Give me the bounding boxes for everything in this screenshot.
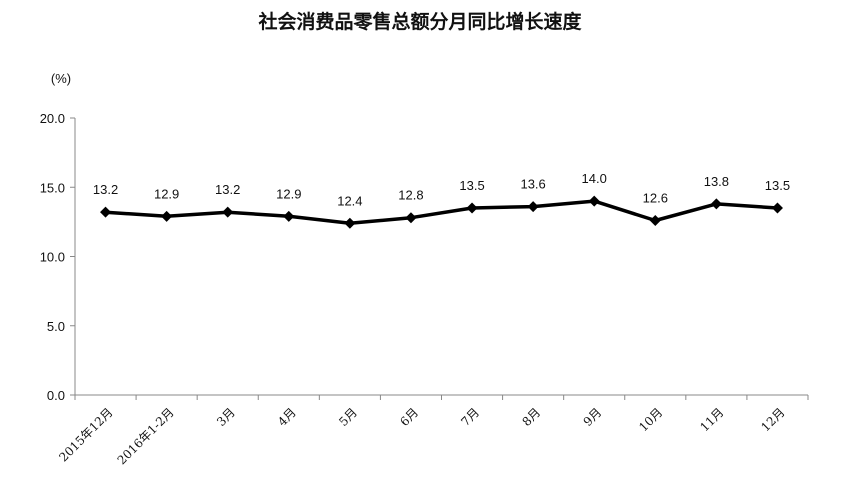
data-point: [283, 210, 295, 222]
x-tick-label: 7月: [458, 405, 482, 429]
data-label: 12.9: [154, 186, 179, 201]
data-point: [405, 212, 417, 224]
x-tick-label: 2015年12月: [56, 405, 115, 464]
x-tick-label: 3月: [214, 405, 238, 429]
x-tick-label: 6月: [397, 405, 421, 429]
y-tick-label: 5.0: [47, 319, 65, 334]
data-label: 14.0: [582, 171, 607, 186]
data-labels: 13.2 12.9 13.2 12.9 12.4 12.8 13.5 13.6 14.0 12.6…: [93, 171, 790, 208]
y-tick-label: 20.0: [40, 111, 65, 126]
y-tick-label: 0.0: [47, 388, 65, 403]
data-label: 12.6: [643, 190, 668, 205]
x-tick-label: 4月: [275, 405, 299, 429]
data-label: 13.2: [215, 182, 240, 197]
axes: [70, 117, 809, 400]
x-tick-label: 5月: [336, 405, 360, 429]
x-tick-label: 9月: [581, 405, 605, 429]
y-tick-labels: 0.0 5.0 10.0 15.0 20.0: [40, 111, 65, 403]
x-tick-label: 12月: [758, 405, 787, 434]
data-point: [466, 202, 478, 214]
data-point: [344, 217, 356, 229]
data-point: [588, 195, 600, 207]
data-label: 13.8: [704, 174, 729, 189]
x-tick-label: 2016年1-2月: [115, 405, 177, 467]
x-tick-label: 11月: [697, 405, 726, 434]
data-point: [771, 202, 783, 214]
data-label: 13.5: [459, 178, 484, 193]
data-label: 12.4: [337, 193, 362, 208]
data-label: 13.2: [93, 182, 118, 197]
y-axis-unit-label: (%): [51, 71, 71, 86]
data-label: 12.8: [398, 188, 423, 203]
y-tick-label: 15.0: [40, 180, 65, 195]
data-point: [161, 210, 173, 222]
data-markers: [100, 195, 783, 229]
data-point: [527, 201, 539, 213]
data-label: 13.6: [520, 177, 545, 192]
y-tick-label: 10.0: [40, 250, 65, 265]
data-label: 13.5: [765, 178, 790, 193]
data-point: [710, 198, 722, 210]
chart-title: 社会消费品零售总额分月同比增长速度: [257, 10, 582, 33]
series-line: [105, 199, 778, 226]
data-label: 12.9: [276, 186, 301, 201]
data-point: [222, 206, 234, 218]
x-tick-label: 8月: [519, 405, 543, 429]
data-point: [100, 206, 112, 218]
x-tick-label: 10月: [636, 405, 665, 434]
data-point: [649, 214, 661, 226]
